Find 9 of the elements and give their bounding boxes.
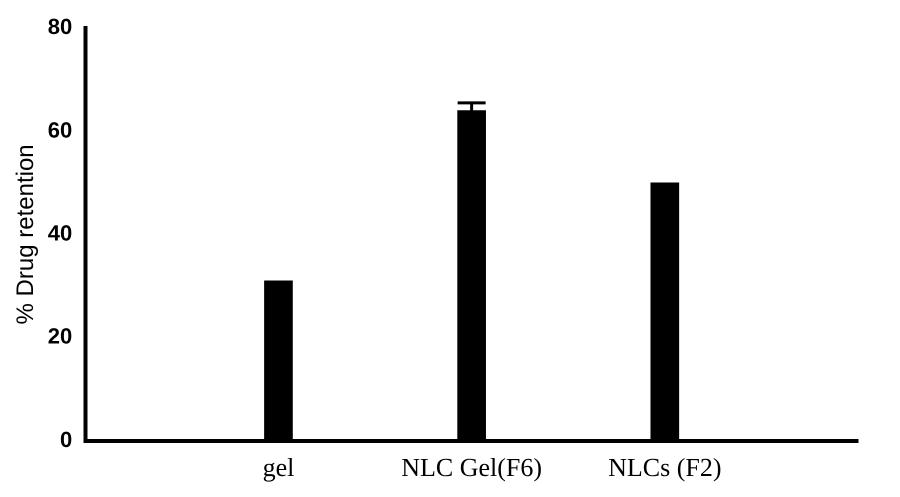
y-axis-title: % Drug retention: [12, 144, 40, 324]
x-tick-label: NLCs (F2): [608, 453, 722, 482]
y-tick-label: 80: [48, 14, 72, 40]
y-tick-label: 20: [48, 324, 72, 349]
y-tick-label: 60: [48, 117, 72, 142]
y-tick-label: 0: [60, 426, 72, 452]
x-tick-label: NLC Gel(F6): [401, 453, 542, 482]
y-tick-label: 40: [48, 220, 72, 246]
x-tick-label: gel: [262, 453, 294, 482]
